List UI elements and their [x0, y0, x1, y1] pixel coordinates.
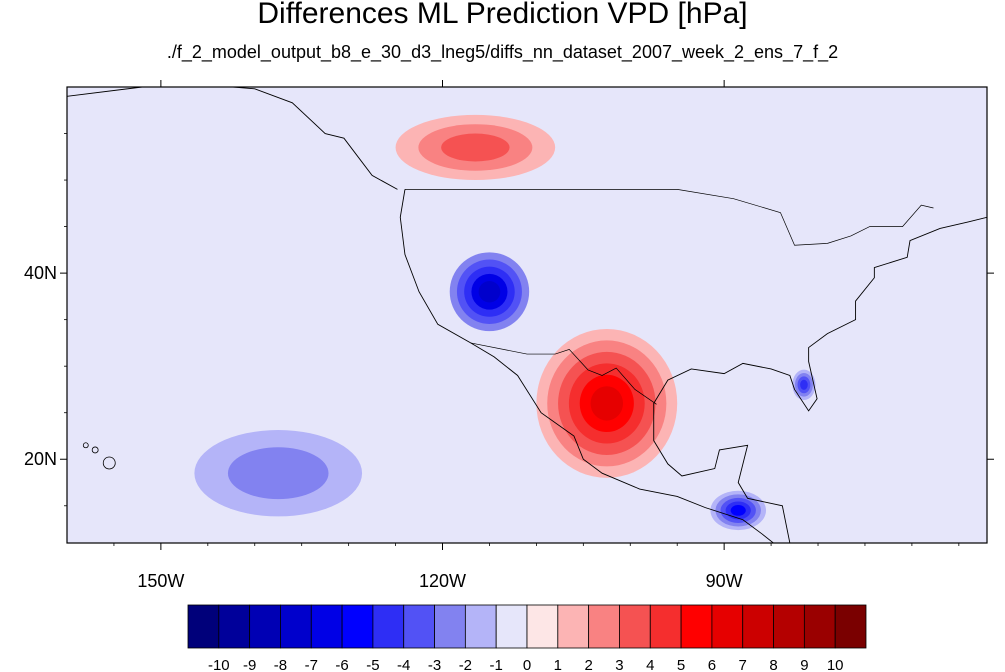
colorbar-swatch — [588, 604, 620, 649]
colorbar-label: 5 — [677, 657, 685, 672]
colorbar-swatch — [495, 604, 528, 649]
colorbar-swatch — [803, 604, 836, 649]
coastline-path — [399, 189, 987, 543]
colorbar-swatch — [711, 604, 744, 649]
map-frame — [66, 86, 988, 544]
colorbar-swatch — [557, 604, 590, 649]
coastline-outline — [67, 87, 987, 543]
colorbar-swatch — [218, 604, 251, 649]
colorbar-label: -8 — [274, 657, 287, 672]
colorbar-label: 6 — [708, 657, 716, 672]
colorbar: -10 -9 -8 -7 -6 -5 -4 -3 -2 -1 0 1 2 3 4 5 6 7 8 9 10 — [187, 604, 867, 672]
colorbar-label: 4 — [646, 657, 654, 672]
us-mexico-border — [470, 342, 657, 405]
region-band — [478, 280, 501, 303]
colorbar-swatch — [280, 604, 312, 649]
colorbar-swatch — [619, 604, 651, 649]
colorbar-swatch — [372, 604, 405, 649]
colorbar-swatch — [434, 604, 466, 649]
colorbar-swatch — [526, 604, 559, 649]
colorbar-label: 8 — [769, 657, 777, 672]
colorbar-label: 7 — [739, 657, 747, 672]
colorbar-swatch — [310, 604, 343, 649]
vpd-difference-field — [67, 87, 987, 543]
colorbar-label: -10 — [208, 657, 230, 672]
colorbar-label: -7 — [305, 657, 318, 672]
colorbar-label: -9 — [243, 657, 256, 672]
colorbar-label: -5 — [366, 657, 379, 672]
coastline-alaska-path — [67, 87, 398, 190]
region-band — [441, 133, 510, 162]
hawaii-island — [91, 446, 99, 454]
colorbar-label: 10 — [827, 657, 844, 672]
region-band — [800, 379, 808, 390]
colorbar-label: 0 — [523, 657, 531, 672]
chart-subtitle: ./f_2_model_output_b8_e_30_d3_lneg5/diff… — [166, 42, 839, 62]
colorbar-swatch — [680, 604, 713, 649]
region-band — [730, 505, 746, 516]
colorbar-label: 1 — [554, 657, 562, 672]
y-tick-label: 40N — [24, 263, 57, 283]
colorbar-label: -6 — [335, 657, 348, 672]
axis-ticks: 150W 120W 90W 20N 40N — [24, 80, 994, 591]
x-tick-label: 120W — [419, 571, 466, 591]
y-tick-label: 20N — [24, 449, 57, 469]
colorbar-swatch — [773, 604, 805, 649]
colorbar-swatch — [187, 604, 220, 649]
colorbar-label: 9 — [800, 657, 808, 672]
colorbar-label: 2 — [584, 657, 592, 672]
chart-title: Differences ML Prediction VPD [hPa] — [257, 0, 748, 30]
hawaii-island — [102, 456, 116, 470]
colorbar-swatch — [834, 604, 867, 649]
colorbar-swatch — [403, 604, 435, 649]
colorbar-label: -3 — [428, 657, 441, 672]
region-central-america — [705, 487, 772, 534]
x-tick-label: 150W — [137, 571, 184, 591]
region-southwest-us — [442, 245, 537, 339]
colorbar-label: 3 — [615, 657, 623, 672]
region-band — [590, 386, 624, 421]
x-tick-label: 90W — [706, 571, 743, 591]
colorbar-swatch — [464, 604, 497, 649]
us-canada-border — [404, 189, 934, 246]
region-band — [227, 447, 329, 500]
region-southern-plains-mexico — [536, 328, 678, 478]
colorbar-swatch — [249, 604, 281, 649]
colorbar-swatch — [742, 604, 774, 649]
hawaii-island — [82, 442, 89, 449]
region-east-pacific — [160, 412, 396, 534]
colorbar-swatch — [341, 604, 374, 649]
colorbar-label: -4 — [397, 657, 410, 672]
region-florida — [789, 366, 819, 404]
colorbar-swatch — [649, 604, 682, 649]
colorbar-label: -2 — [459, 657, 472, 672]
region-pacific-northwest-offshore — [395, 114, 556, 181]
colorbar-label: -1 — [490, 657, 503, 672]
